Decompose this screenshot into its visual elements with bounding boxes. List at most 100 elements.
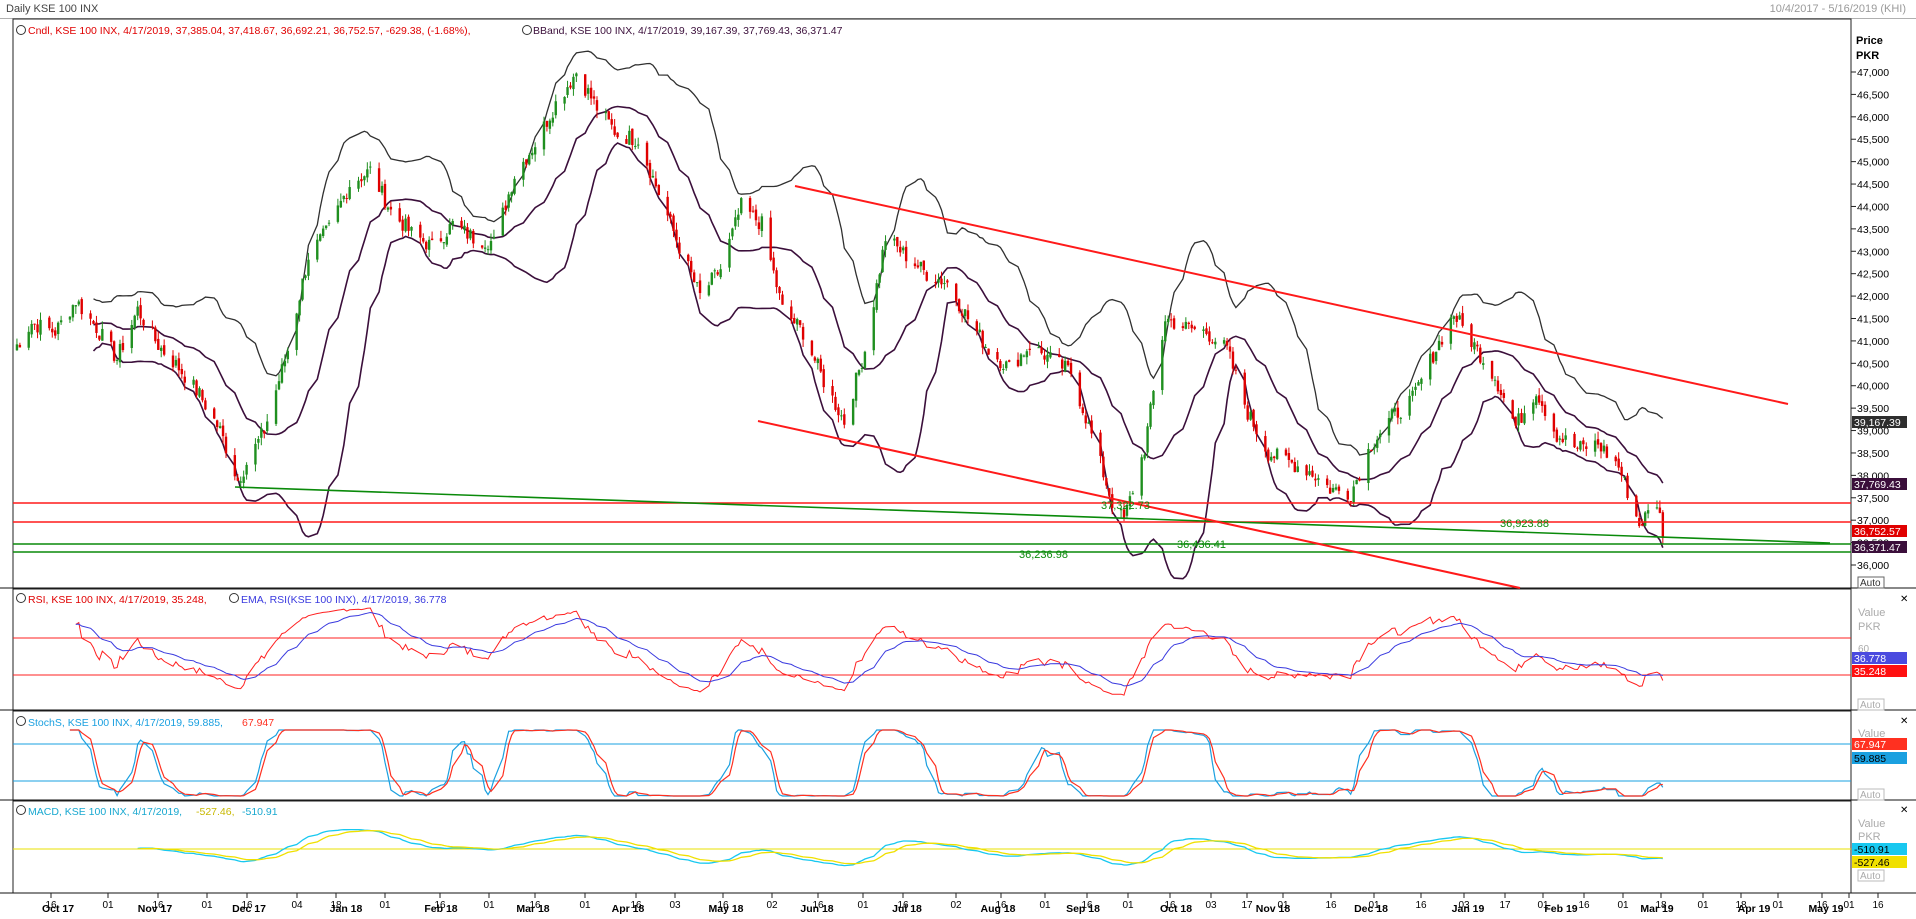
- candle: [781, 290, 784, 305]
- candle: [56, 321, 60, 341]
- price-badges: 39,167.39 37,769.43 36,752.57 36,371.47: [1852, 416, 1907, 554]
- candle: [492, 229, 496, 240]
- candle: [327, 220, 331, 227]
- candle: [1328, 480, 1332, 494]
- macd-close-icon[interactable]: ✕: [1900, 805, 1908, 816]
- candle: [542, 116, 546, 156]
- x-month-label: May 18: [708, 903, 743, 915]
- price-tick-label: 39,000: [1857, 426, 1889, 438]
- candle: [819, 354, 822, 374]
- candle: [1396, 400, 1400, 425]
- candle: [1482, 356, 1485, 370]
- candle: [657, 184, 661, 196]
- auto-scale-button[interactable]: [1857, 576, 1885, 589]
- stoch-close-icon[interactable]: ✕: [1900, 716, 1908, 727]
- candle: [525, 159, 528, 168]
- candle: [999, 359, 1002, 372]
- candle: [1078, 370, 1082, 409]
- candle: [1493, 376, 1497, 387]
- candle: [1002, 364, 1005, 374]
- candle: [834, 391, 837, 412]
- stoch-d-line: [69, 729, 1663, 797]
- x-month-label: Nov 17: [138, 903, 173, 915]
- candle: [380, 181, 384, 196]
- red-channel-lower[interactable]: [757, 420, 1521, 589]
- candle: [121, 335, 125, 353]
- x-day-label: 01: [201, 900, 213, 911]
- stoch-pane[interactable]: StochS, KSE 100 INX, 4/17/2019, 59.885, …: [13, 716, 1908, 801]
- candle: [575, 72, 578, 83]
- x-day-label: 16: [529, 900, 541, 911]
- candle: [760, 213, 764, 238]
- price-tick-label: 38,500: [1857, 448, 1889, 460]
- badge-rsi: 35.248: [1854, 666, 1886, 678]
- candle: [419, 221, 422, 244]
- candle: [1414, 382, 1417, 396]
- candle: [1523, 405, 1526, 426]
- candle: [522, 157, 525, 187]
- green-trendline[interactable]: [234, 486, 1831, 544]
- candle: [954, 282, 958, 307]
- x-day-label: 16: [717, 900, 729, 911]
- candle: [1040, 341, 1043, 355]
- candle: [548, 118, 552, 135]
- candle: [1102, 451, 1105, 481]
- macd-pane[interactable]: MACD, KSE 100 INX, 4/17/2019, -527.46, -…: [13, 805, 1908, 882]
- auto-scale-button[interactable]: [1857, 869, 1885, 882]
- legend-dot-icon[interactable]: [229, 593, 239, 603]
- level-label-2: 36,923.88: [1500, 518, 1549, 530]
- candle: [239, 476, 242, 488]
- candle: [363, 175, 366, 186]
- legend-dot-icon[interactable]: [16, 25, 26, 35]
- candle: [1184, 317, 1188, 330]
- price-pane[interactable]: 37,322.73 36,923.88 36,436.41 36,236.98 …: [13, 25, 1907, 589]
- candle: [1205, 322, 1208, 336]
- candle: [631, 128, 634, 151]
- rsi-line: [75, 607, 1664, 696]
- candle: [154, 325, 157, 344]
- candle: [1066, 358, 1070, 367]
- rsi-pane[interactable]: RSI, KSE 100 INX, 4/17/2019, 35.248, EMA…: [13, 593, 1908, 712]
- candle: [793, 313, 796, 324]
- x-day-label: 03: [669, 900, 681, 911]
- candle: [460, 217, 463, 230]
- legend-dot-icon[interactable]: [16, 805, 26, 815]
- candle: [896, 236, 899, 253]
- candle: [112, 340, 116, 363]
- auto-scale-button[interactable]: [1857, 788, 1885, 801]
- auto-scale-button[interactable]: [1857, 698, 1885, 711]
- legend-dot-icon[interactable]: [16, 716, 26, 726]
- x-month-label: Oct 17: [42, 903, 74, 915]
- price-tick-label: 39,500: [1857, 403, 1889, 415]
- red-channel-upper[interactable]: [794, 185, 1789, 405]
- candle: [790, 300, 793, 324]
- candle: [157, 331, 160, 350]
- legend-dot-icon[interactable]: [522, 25, 532, 35]
- candle: [469, 228, 472, 241]
- candle: [1046, 347, 1049, 369]
- price-tick-label: 41,000: [1857, 336, 1889, 348]
- candle: [913, 257, 917, 269]
- candle: [840, 410, 843, 421]
- candle: [295, 312, 298, 356]
- rsi-close-icon[interactable]: ✕: [1900, 594, 1908, 605]
- candle: [307, 252, 310, 281]
- candle: [1270, 452, 1273, 462]
- x-day-label: 16: [45, 900, 57, 911]
- bband-legend: BBand, KSE 100 INX, 4/17/2019, 39,167.39…: [533, 25, 843, 37]
- candle: [1520, 408, 1523, 423]
- candle: [1272, 455, 1276, 464]
- candle: [586, 84, 590, 101]
- auto-scale-label: Auto: [1860, 871, 1881, 882]
- candle: [504, 200, 507, 216]
- candle: [1479, 344, 1482, 365]
- candle: [1346, 488, 1349, 504]
- candle: [1311, 465, 1314, 478]
- candle: [860, 362, 864, 373]
- candle: [162, 339, 166, 357]
- candle: [136, 300, 139, 321]
- candle: [280, 358, 284, 384]
- legend-dot-icon[interactable]: [16, 593, 26, 603]
- candle: [242, 470, 245, 489]
